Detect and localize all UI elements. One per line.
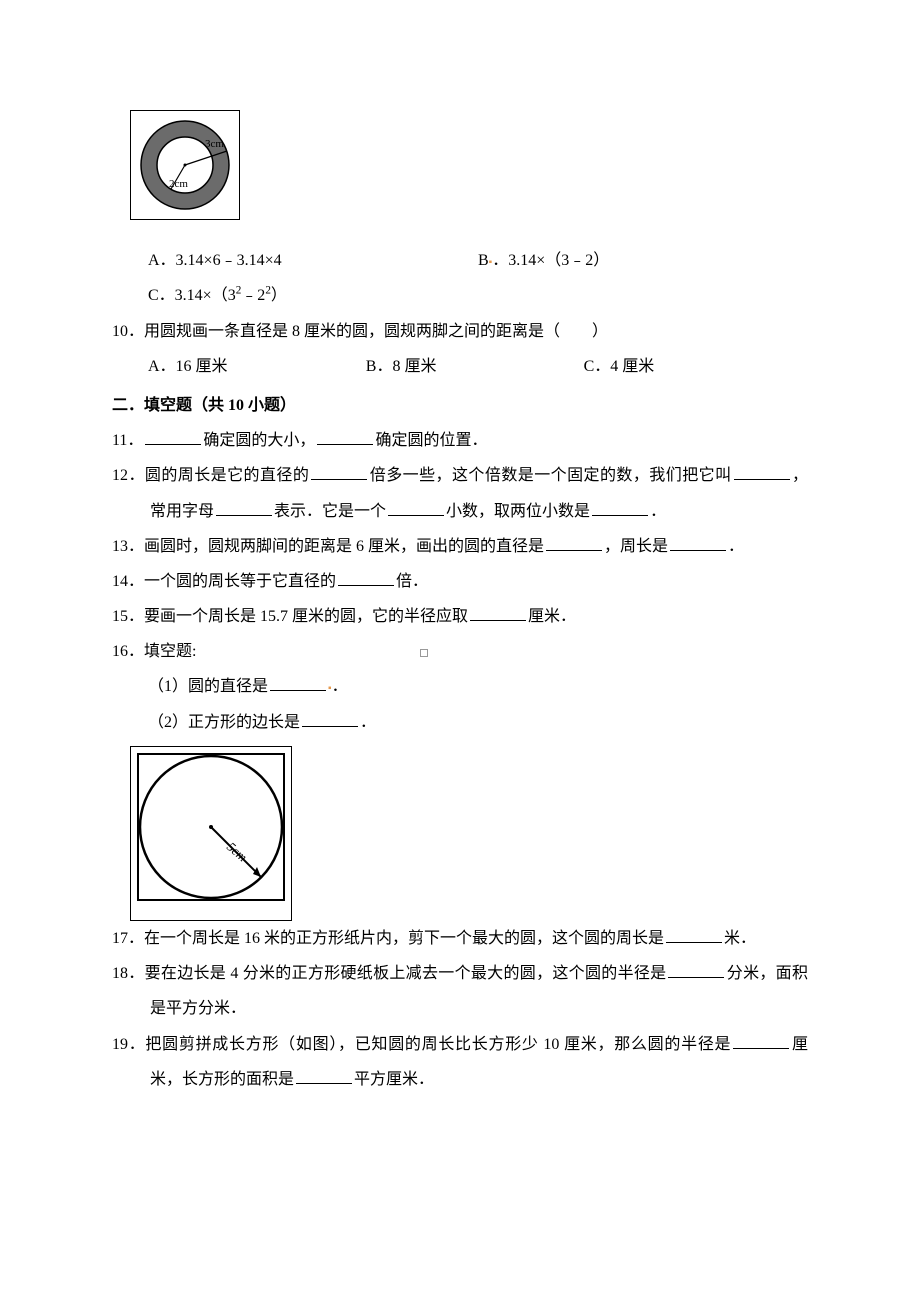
outer-radius-text: 3cm	[205, 138, 224, 150]
q13: 13．画圆时，圆规两脚间的距离是 6 厘米，画出的圆的直径是，周长是．	[112, 529, 808, 564]
tiny-square-icon	[420, 649, 428, 657]
q10-option-a: A．16 厘米	[148, 349, 366, 384]
q16: 16．填空题:	[112, 634, 808, 669]
q9-options-row1: A．3.14×6﹣3.14×4 B▪．3.14×（3﹣2）	[112, 243, 808, 278]
q17: 17．在一个周长是 16 米的正方形纸片内，剪下一个最大的圆，这个圆的周长是米．	[112, 921, 808, 956]
inner-radius-text: 2cm	[169, 178, 188, 190]
blank	[733, 1033, 789, 1049]
section-2-heading: 二．填空题（共 10 小题）	[112, 388, 808, 423]
q16-sub2: （2）正方形的边长是．	[112, 705, 808, 740]
q9-option-a: A．3.14×6﹣3.14×4	[148, 243, 478, 278]
q10-options: A．16 厘米 B．8 厘米 C．4 厘米	[112, 349, 808, 384]
blank	[270, 675, 326, 691]
blank	[592, 500, 648, 516]
annulus-svg: 3cm 2cm	[137, 117, 233, 213]
blank	[311, 464, 367, 480]
blank	[145, 429, 201, 445]
q16-head: 16．填空题:	[112, 643, 196, 660]
blank	[317, 429, 373, 445]
blank	[296, 1068, 352, 1084]
blank	[388, 500, 444, 516]
blank	[338, 570, 394, 586]
q14: 14．一个圆的周长等于它直径的倍．	[112, 564, 808, 599]
q9-options-row2: C．3.14×（32﹣22）	[112, 278, 808, 313]
blank	[216, 500, 272, 516]
q16-sub1: （1）圆的直径是▪．	[112, 669, 808, 704]
q9-option-c: C．3.14×（32﹣22）	[148, 278, 287, 313]
q10-option-c: C．4 厘米	[584, 349, 802, 384]
q10-text: 10．用圆规画一条直径是 8 厘米的圆，圆规两脚之间的距离是（ ）	[112, 323, 608, 340]
blank	[670, 535, 726, 551]
q19: 19．把圆剪拼成长方形（如图），已知圆的周长比长方形少 10 厘米，那么圆的半径…	[112, 1027, 808, 1097]
q9-option-b: B▪．3.14×（3﹣2）	[478, 243, 808, 278]
square-circle-figure: 5cm	[130, 746, 292, 921]
q11: 11．确定圆的大小，确定圆的位置．	[112, 423, 808, 458]
q10: 10．用圆规画一条直径是 8 厘米的圆，圆规两脚之间的距离是（ ）	[112, 314, 808, 349]
blank	[546, 535, 602, 551]
q15: 15．要画一个周长是 15.7 厘米的圆，它的半径应取厘米．	[112, 599, 808, 634]
q18: 18．要在边长是 4 分米的正方形硬纸板上减去一个最大的圆，这个圆的半径是分米，…	[112, 956, 808, 1026]
blank	[668, 962, 724, 978]
blank	[666, 927, 722, 943]
q10-option-b: B．8 厘米	[366, 349, 584, 384]
annulus-figure: 3cm 2cm	[130, 110, 240, 220]
q12: 12．圆的周长是它的直径的倍多一些，这个倍数是一个固定的数，我们把它叫，常用字母…	[112, 458, 808, 528]
blank	[470, 605, 526, 621]
square-circle-svg: 5cm	[136, 752, 286, 902]
blank	[734, 464, 790, 480]
blank	[302, 711, 358, 727]
